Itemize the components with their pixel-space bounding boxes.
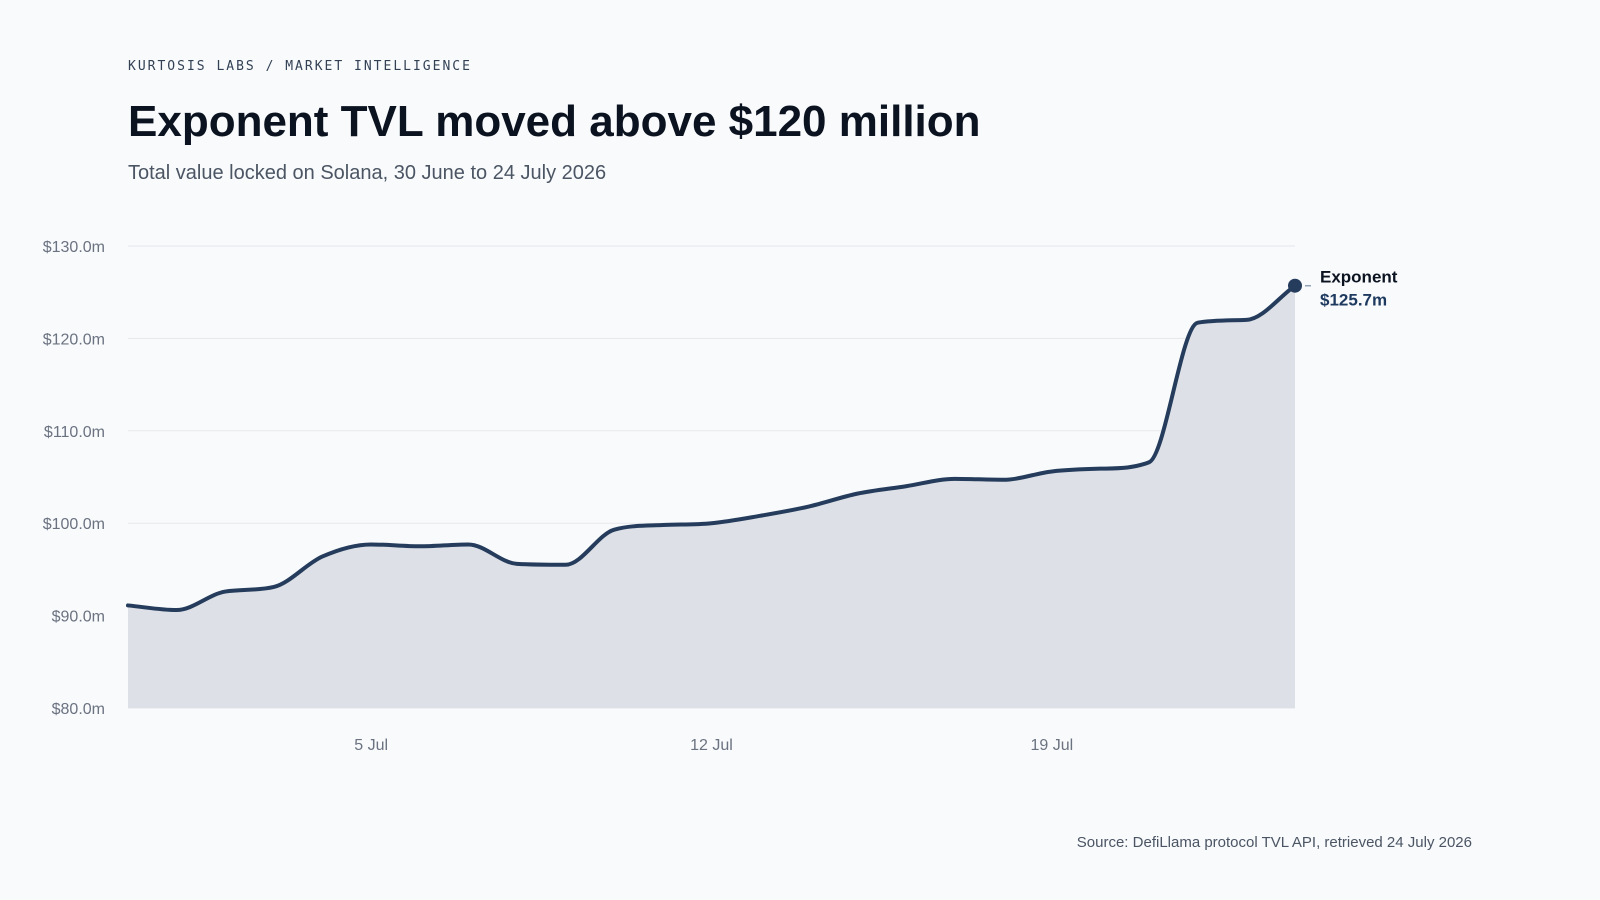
data-point[interactable]	[1098, 466, 1104, 472]
data-point[interactable]	[222, 589, 228, 595]
data-point[interactable]	[1243, 317, 1249, 323]
data-point[interactable]	[757, 513, 763, 519]
x-axis-ticks: 5 Jul 12 Jul 19 Jul	[354, 737, 1073, 754]
data-point[interactable]	[611, 527, 617, 533]
x-tick-label: 12 Jul	[690, 737, 733, 754]
data-point[interactable]	[854, 491, 860, 497]
data-point[interactable]	[125, 602, 131, 608]
source-note: Source: DefiLlama protocol TVL API, retr…	[1076, 834, 1472, 851]
series-area-exponent	[128, 285, 1295, 708]
end-label-series-name: Exponent	[1320, 268, 1398, 287]
x-tick-label: 19 Jul	[1031, 737, 1074, 754]
data-point[interactable]	[1195, 320, 1201, 326]
data-point[interactable]	[271, 584, 277, 590]
y-tick-label: $100.0m	[43, 516, 105, 533]
y-tick-label: $120.0m	[43, 331, 105, 348]
y-tick-label: $130.0m	[43, 239, 105, 256]
data-point[interactable]	[709, 520, 715, 526]
end-label-value: $125.7m	[1320, 291, 1387, 310]
data-point[interactable]	[465, 541, 471, 547]
y-tick-label: $110.0m	[44, 424, 105, 441]
chart-subtitle: Total value locked on Solana, 30 June to…	[128, 162, 607, 184]
data-point[interactable]	[903, 483, 909, 489]
data-point[interactable]	[1049, 468, 1055, 474]
data-point[interactable]	[1146, 459, 1152, 465]
series-line-exponent	[126, 283, 1297, 613]
data-point[interactable]	[660, 522, 666, 528]
data-point[interactable]	[320, 553, 326, 559]
y-axis-ticks: $130.0m $120.0m $110.0m $100.0m $90.0m $80.0m	[43, 239, 105, 718]
x-tick-label: 5 Jul	[354, 737, 388, 754]
y-tick-label: $90.0m	[52, 609, 105, 626]
data-point[interactable]	[417, 543, 423, 549]
chart-title: Exponent TVL moved above $120 million	[128, 97, 981, 146]
data-point[interactable]	[563, 562, 569, 568]
data-point[interactable]	[1000, 477, 1006, 483]
data-point[interactable]	[952, 476, 958, 482]
data-point[interactable]	[368, 541, 374, 547]
y-tick-label: $80.0m	[52, 701, 105, 718]
end-point-marker[interactable]	[1288, 278, 1302, 293]
data-point[interactable]	[806, 504, 812, 510]
data-point[interactable]	[174, 607, 180, 613]
kicker-label: KURTOSIS LABS / MARKET INTELLIGENCE	[128, 59, 472, 74]
data-point[interactable]	[514, 561, 520, 567]
